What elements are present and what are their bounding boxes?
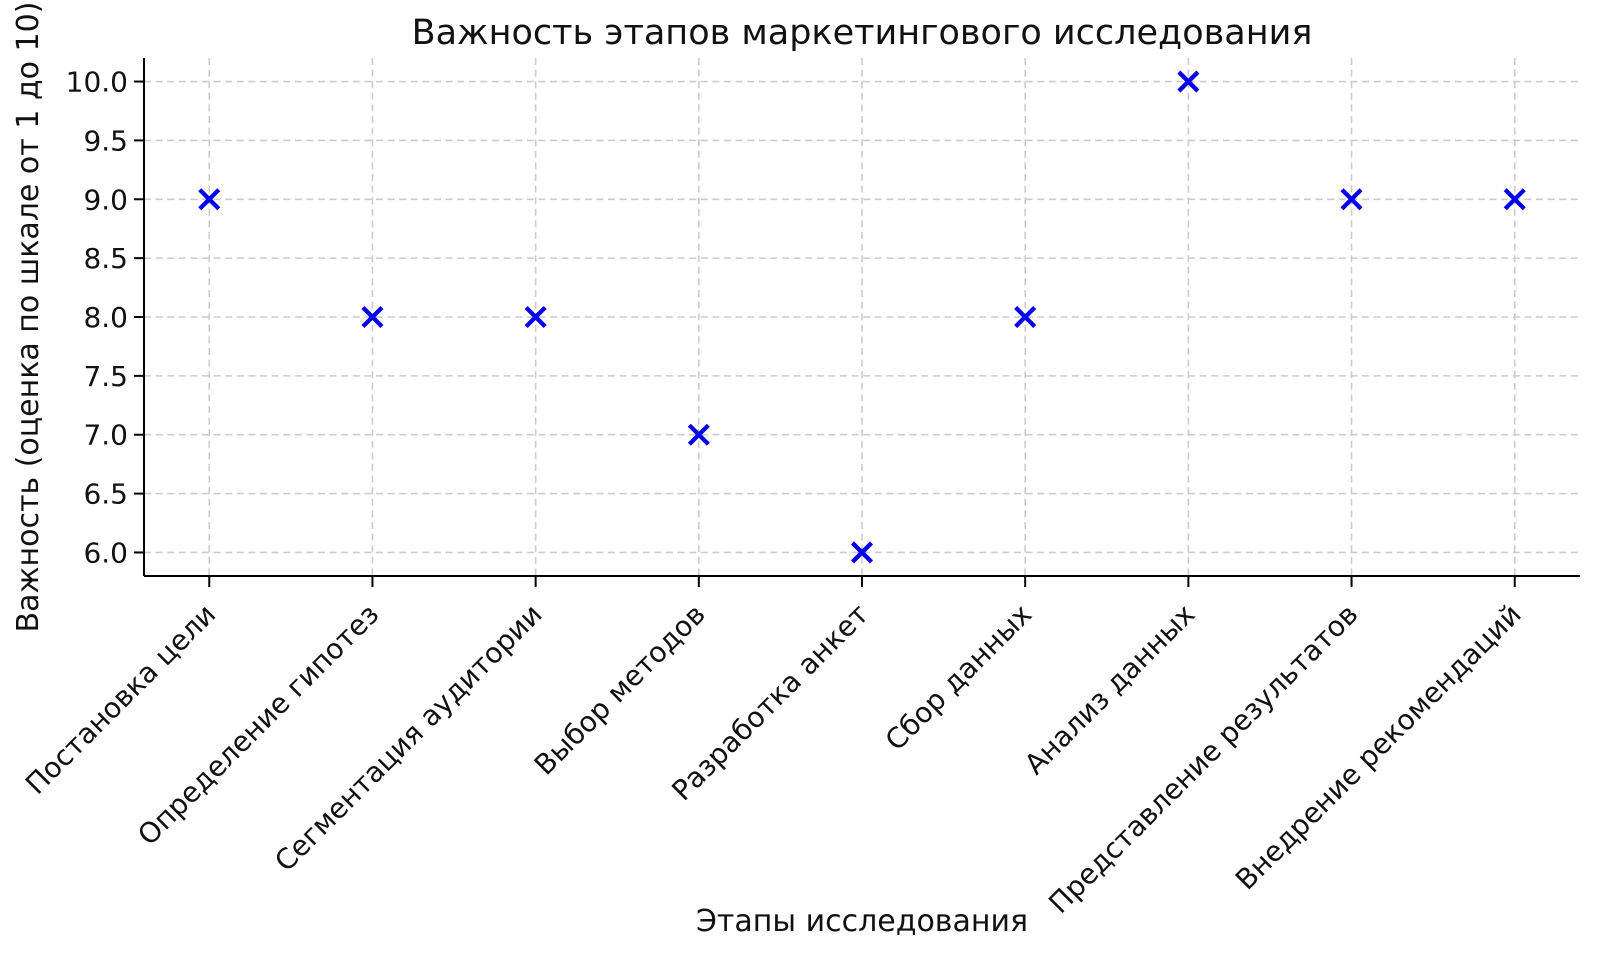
data-point-marker (1340, 188, 1363, 211)
y-tick-label: 10.0 (66, 66, 128, 99)
chart-title: Важность этапов маркетингового исследова… (412, 13, 1313, 53)
y-tick-label: 7.0 (83, 419, 128, 452)
y-tick-label: 9.0 (83, 183, 128, 216)
data-point-marker (198, 188, 221, 211)
y-tick-label: 8.5 (83, 242, 128, 275)
marker-stroke (1503, 188, 1526, 211)
x-tick-label: Анализ данных (1018, 598, 1201, 781)
data-point-marker (1177, 70, 1200, 93)
y-tick-label: 6.5 (83, 478, 128, 511)
data-point-marker (1503, 188, 1526, 211)
data-point-marker (361, 305, 384, 329)
marker-layer (198, 70, 1526, 564)
y-tick-label: 8.0 (83, 301, 128, 334)
x-tick-label: Сбор данных (879, 598, 1038, 757)
y-tick-label: 7.5 (83, 360, 128, 393)
marker-stroke (361, 305, 384, 329)
data-point-marker (524, 305, 547, 329)
y-tick-label: 6.0 (83, 536, 128, 569)
grid-layer (144, 58, 1580, 576)
x-tick-label: Внедрение рекомендаций (1229, 598, 1528, 897)
x-tick-label: Выбор методов (528, 598, 712, 782)
marker-stroke (687, 423, 710, 446)
marker-stroke (524, 305, 547, 329)
marker-stroke (1177, 70, 1200, 93)
y-axis-title: Важность (оценка по шкале от 1 до 10) (11, 2, 46, 633)
marker-stroke (1014, 305, 1037, 329)
x-tick-label: Представление результатов (1042, 598, 1364, 920)
data-point-marker (1014, 305, 1037, 329)
y-tick-label: 9.5 (83, 124, 128, 157)
x-axis-title: Этапы исследования (696, 904, 1028, 939)
data-point-marker (687, 423, 710, 446)
marker-stroke (1340, 188, 1363, 211)
data-point-marker (850, 541, 874, 564)
x-tick-label: Сегментация аудитории (268, 598, 548, 878)
marker-stroke (850, 541, 874, 564)
marker-stroke (198, 188, 221, 211)
